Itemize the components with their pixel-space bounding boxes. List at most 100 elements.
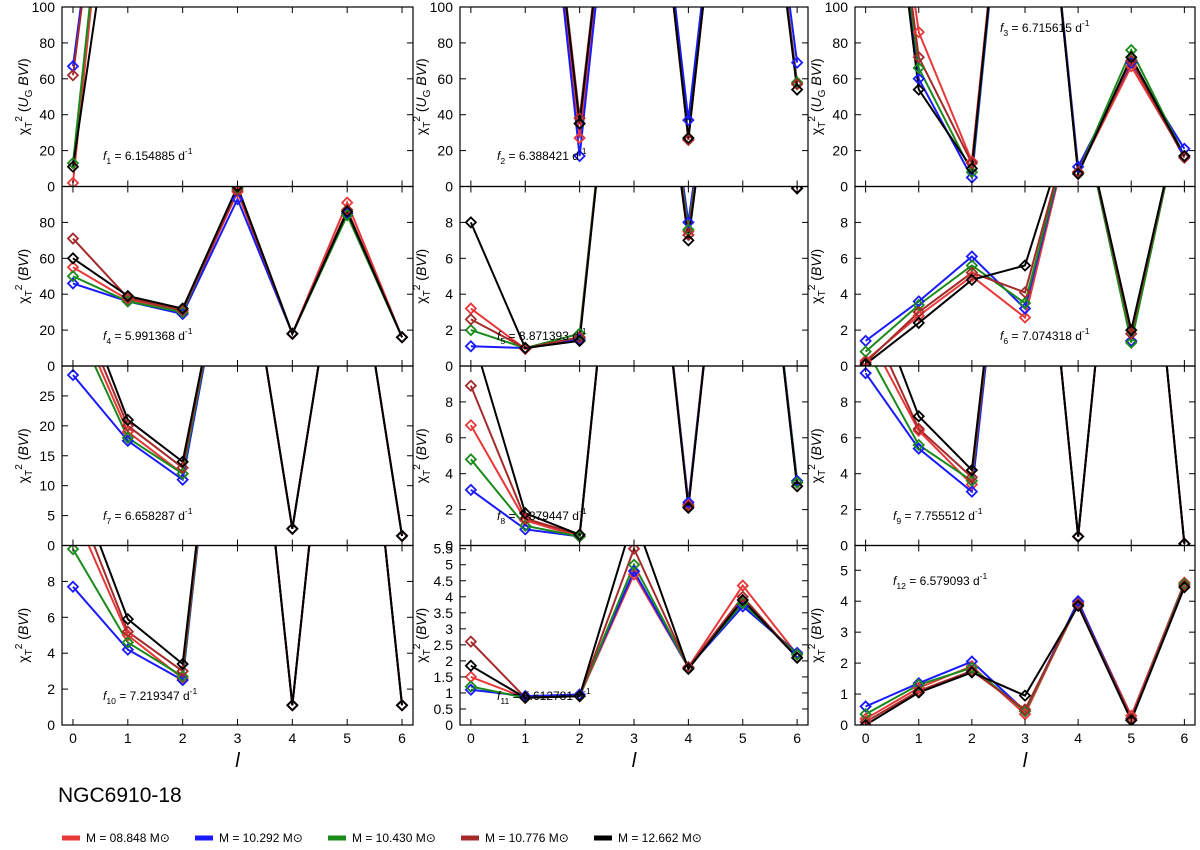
text-segment: ) <box>808 428 824 433</box>
marker <box>176 302 189 315</box>
text-segment: T <box>422 290 433 296</box>
text-segment: = 7.219347 d <box>116 689 190 703</box>
text-segment: BVI <box>15 253 31 276</box>
series-line <box>562 7 799 157</box>
plot-area <box>859 186 1167 366</box>
y-tick-label: 0 <box>445 538 453 554</box>
y-tick-label: 8 <box>47 573 55 589</box>
annotation: f2 = 6.388421 d-1 <box>497 146 587 166</box>
legend-label: M = 08.848 M⊙ <box>86 831 170 845</box>
x-tick-label: 1 <box>124 730 132 746</box>
text-segment: χ <box>808 296 824 304</box>
text-segment: T <box>817 470 828 476</box>
marker <box>1071 594 1085 608</box>
marker <box>464 323 478 337</box>
text-segment: -1 <box>583 686 591 696</box>
y-tick-label: 4 <box>840 593 848 609</box>
marker <box>965 659 979 673</box>
text-segment: T <box>422 470 433 476</box>
marker <box>736 593 750 607</box>
text-segment: ( <box>808 455 824 464</box>
text-segment: -1 <box>579 146 587 156</box>
marker <box>1018 296 1032 310</box>
marker <box>176 467 189 480</box>
text-segment: ( <box>413 635 429 644</box>
text-segment: ) <box>808 608 824 613</box>
text-segment: χ <box>808 655 824 663</box>
series-line <box>874 366 1186 544</box>
text-segment: BVI <box>15 63 31 90</box>
series-line <box>72 545 404 706</box>
y-tick-label: 40 <box>437 107 453 123</box>
marker <box>573 149 586 163</box>
marker <box>965 156 979 170</box>
marker <box>912 409 926 423</box>
series-line <box>470 186 799 350</box>
marker <box>965 463 979 477</box>
text-segment: ) <box>413 58 429 63</box>
y-tick-label: 20 <box>39 418 55 434</box>
series-line <box>470 568 798 698</box>
text-segment: -1 <box>579 506 587 516</box>
marker <box>68 313 78 323</box>
x-axis-label: l <box>1023 750 1028 772</box>
series-line <box>480 366 799 537</box>
y-tick-label: 2 <box>445 653 453 669</box>
marker <box>790 77 804 91</box>
marker <box>68 301 78 311</box>
y-tick-label: 100 <box>825 0 849 15</box>
x-tick-label: 5 <box>739 730 747 746</box>
plot-frame <box>854 544 1196 726</box>
y-tick-label: 60 <box>437 71 453 87</box>
y-axis-label: χT2 (BVI) <box>14 249 35 304</box>
y-axis-label: χT2 (BVI) <box>807 428 828 483</box>
y-tick-label: 0 <box>47 179 55 195</box>
text-segment: G <box>24 89 35 97</box>
text-segment: -1 <box>579 326 587 336</box>
marker <box>573 334 586 348</box>
series-line <box>565 7 799 139</box>
text-segment: ) <box>15 608 31 613</box>
marker <box>965 664 979 678</box>
text-segment: ( <box>808 276 824 285</box>
marker <box>1178 576 1191 589</box>
y-tick-label: 8 <box>840 394 848 410</box>
text-segment: ( <box>413 276 429 285</box>
marker <box>627 564 641 578</box>
marker <box>121 625 135 638</box>
text-segment: ( <box>413 455 429 464</box>
text-segment: 2 <box>412 464 423 470</box>
marker <box>1018 286 1032 299</box>
plot-frame <box>459 544 809 726</box>
series-line <box>470 545 798 699</box>
x-tick-label: 2 <box>968 730 976 746</box>
text-segment: 2 <box>412 116 423 122</box>
y-tick-label: 100 <box>32 0 56 15</box>
marker <box>1071 599 1085 613</box>
text-segment: -1 <box>975 506 983 516</box>
y-tick-label: 4 <box>840 466 848 482</box>
marker <box>965 485 979 498</box>
annotation: f8 = 7.879447 d-1 <box>497 506 587 526</box>
plot-area <box>66 7 98 187</box>
annotation: f12 = 6.579093 d-1 <box>893 571 988 591</box>
text-segment: BVI <box>413 63 429 90</box>
text-segment: U <box>15 96 31 107</box>
text-segment: ( <box>808 107 824 116</box>
marker <box>682 113 695 127</box>
y-tick-label: 0 <box>47 358 55 374</box>
marker <box>518 341 532 355</box>
x-tick-label: 1 <box>521 730 529 746</box>
marker <box>1124 334 1138 348</box>
text-segment: T <box>817 649 828 655</box>
text-segment: 9 <box>896 516 901 526</box>
plot-area <box>464 366 804 543</box>
text-segment: 12 <box>896 581 906 591</box>
x-tick-label: 4 <box>1074 730 1082 746</box>
text-segment: f <box>893 509 898 523</box>
series-line <box>72 366 404 537</box>
marker <box>121 289 135 303</box>
